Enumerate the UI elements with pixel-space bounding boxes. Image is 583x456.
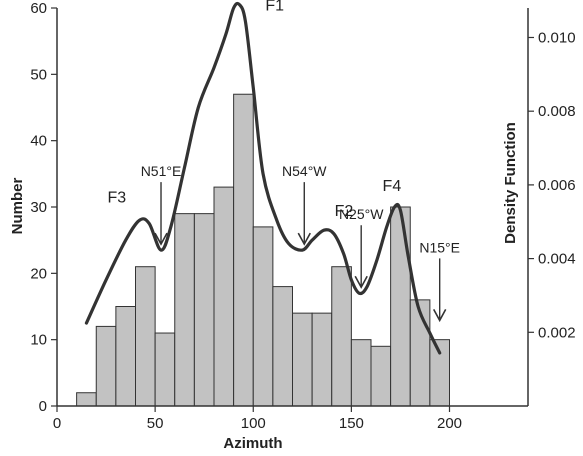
y-tick-label: 30 [30, 199, 47, 216]
annotation-2: N25°W [339, 206, 384, 289]
tick-labels: 0 10 20 30 40 50 60 0 50 100 150 200 0.002 0.004 0.006… [30, 0, 575, 432]
density-curve [84, 1, 442, 355]
y-axis-title: Number [9, 178, 26, 235]
bar-5 [174, 213, 195, 407]
peak-label-f2: F2 [335, 203, 354, 220]
peak-label-f1: F1 [265, 0, 284, 15]
y-tick-label: 50 [30, 66, 47, 83]
down-arrow-icon [297, 232, 311, 246]
annotation-label: N25°W [339, 206, 384, 222]
annotation-1: N54°W [282, 163, 327, 246]
annotation-0: N51°E [141, 163, 182, 246]
y-tick-label: 20 [30, 265, 47, 282]
y-tick-label: 40 [30, 133, 47, 150]
bar-1 [95, 325, 117, 407]
annotation-label: N54°W [282, 163, 327, 179]
y2-tick-label: 0.010 [538, 29, 576, 46]
down-arrow-icon [354, 275, 368, 289]
x-tick-label: 0 [53, 415, 61, 432]
annotations: N51°E N54°W N25°W N15°E [141, 163, 460, 323]
bar-6 [193, 213, 215, 407]
y2-tick-label: 0.006 [538, 177, 576, 194]
bar-14 [350, 339, 372, 407]
y2-axis-title: Density Function [502, 122, 519, 244]
bar-12 [311, 312, 333, 407]
down-arrow-icon [154, 232, 168, 246]
bar-11 [292, 312, 313, 407]
bar-9 [252, 226, 274, 407]
y2-tick-label: 0.008 [538, 103, 576, 120]
bar-10 [272, 286, 293, 407]
x-tick-label: 150 [339, 415, 364, 432]
annotation-label: N51°E [141, 163, 182, 179]
y-tick-label: 10 [30, 332, 47, 349]
bar-2 [115, 306, 136, 407]
annotation-label: N15°E [419, 239, 460, 255]
histogram-bars [76, 93, 450, 407]
y-tick-label: 60 [30, 0, 47, 17]
bar-7 [213, 186, 235, 407]
peak-label-f4: F4 [383, 178, 402, 195]
bar-0 [76, 392, 97, 407]
peak-labels: F1 F2 F3 F4 [108, 0, 402, 220]
bar-13 [331, 266, 352, 407]
x-axis-title: Azimuth [223, 435, 282, 452]
x-tick-label: 100 [241, 415, 266, 432]
x-tick-label: 50 [147, 415, 164, 432]
down-arrow-icon [432, 309, 447, 323]
x-tick-label: 200 [437, 415, 462, 432]
bar-16 [390, 206, 411, 407]
axes [51, 7, 534, 412]
y2-tick-label: 0.002 [538, 324, 576, 341]
bar-3 [135, 266, 156, 407]
bar-8 [233, 93, 254, 407]
bar-4 [154, 332, 176, 407]
y-tick-label: 0 [39, 398, 47, 415]
annotation-3: N15°E [419, 239, 460, 323]
peak-label-f3: F3 [108, 189, 127, 206]
bar-15 [370, 345, 392, 407]
y2-tick-label: 0.004 [538, 251, 576, 268]
